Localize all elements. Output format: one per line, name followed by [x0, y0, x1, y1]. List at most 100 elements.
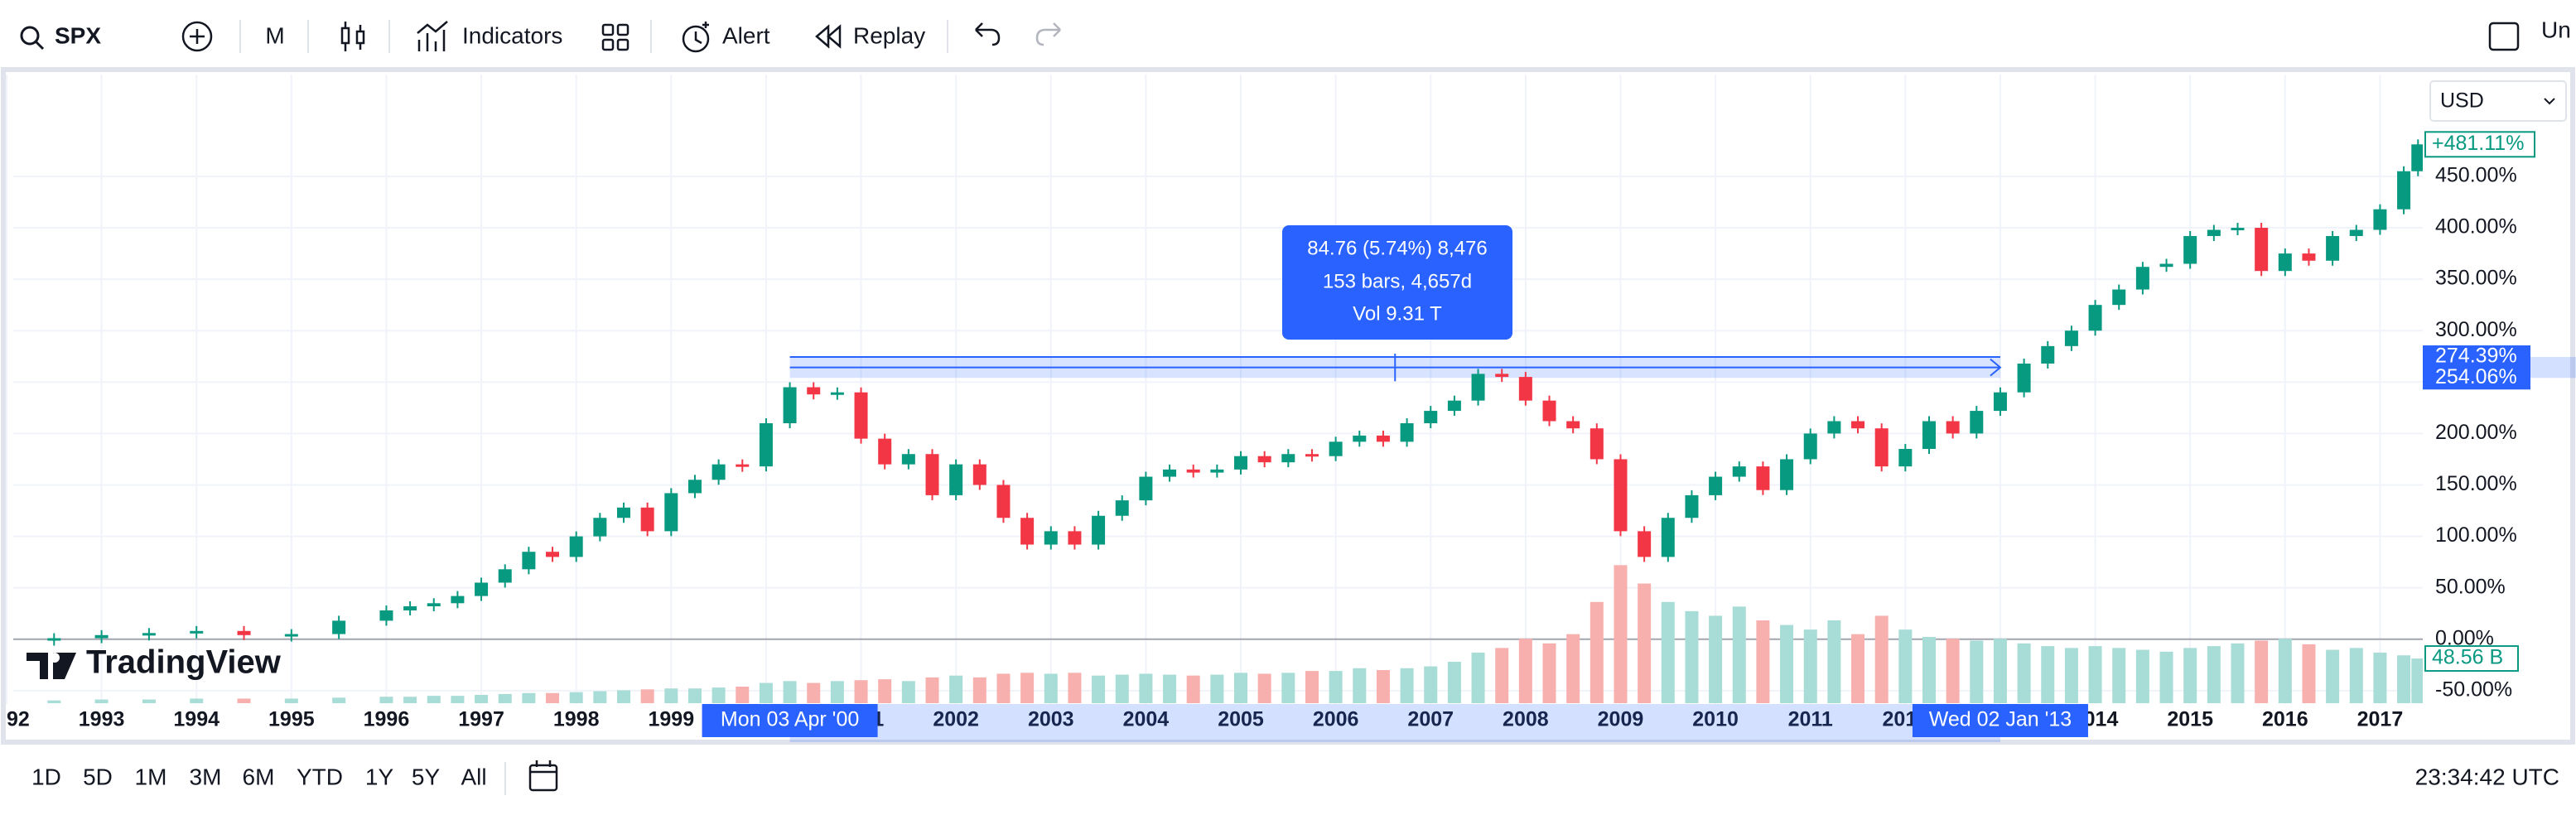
range-button[interactable]: YTD: [297, 764, 343, 789]
x-tick-label: 1998: [553, 708, 600, 731]
range-button[interactable]: 5D: [83, 764, 113, 789]
range-button[interactable]: 3M: [190, 764, 222, 789]
candle-body: [1946, 421, 1960, 434]
candle-body: [1044, 531, 1058, 545]
volume-bar: [878, 679, 892, 703]
range-button[interactable]: 1Y: [365, 764, 394, 789]
cut-label[interactable]: Un: [2541, 17, 2571, 42]
volume-bar: [1661, 601, 1675, 703]
volume-bar: [1329, 671, 1343, 703]
volume-bar: [2041, 646, 2055, 703]
volume-bar: [2159, 651, 2173, 703]
y-tick-label: 150.00%: [2435, 472, 2517, 495]
redo-button[interactable]: [1035, 22, 1061, 46]
volume-bar: [2017, 643, 2031, 703]
range-button[interactable]: 1D: [31, 764, 61, 789]
logo-icon: [50, 653, 60, 663]
y-tick-label: 350.00%: [2435, 267, 2517, 290]
candle-body: [1186, 469, 1200, 473]
chart-type-button[interactable]: [340, 22, 365, 51]
indicators-icon[interactable]: [417, 21, 448, 51]
candle-body: [972, 464, 987, 485]
time-axis-highlight: [702, 704, 878, 737]
candle-body: [427, 603, 441, 607]
range-button[interactable]: 6M: [243, 764, 275, 789]
compare-button[interactable]: [181, 21, 213, 52]
dropdown-caret: [2544, 98, 2555, 105]
range-button[interactable]: All: [461, 764, 486, 789]
candle-body: [807, 387, 821, 395]
x-tick-label: 1996: [364, 708, 410, 731]
undo-button[interactable]: [975, 22, 1001, 46]
volume-bar: [854, 680, 868, 703]
volume-bar: [47, 700, 61, 703]
interval[interactable]: M: [265, 22, 284, 48]
currency-dropdown[interactable]: [2429, 80, 2567, 122]
candle-body: [854, 392, 868, 439]
candle-body: [522, 552, 536, 570]
candle-body: [736, 464, 750, 467]
candle-body: [379, 610, 393, 621]
layouts-button[interactable]: [601, 23, 630, 51]
chart-frame: [1, 67, 2575, 745]
candle-body: [1400, 422, 1414, 442]
range-button[interactable]: 5Y: [412, 764, 441, 789]
volume-bar: [1400, 668, 1414, 703]
alert-button[interactable]: Alert: [722, 22, 770, 48]
plot: [47, 139, 2423, 703]
volume-bar: [1827, 620, 1841, 703]
volume-bar: [1874, 615, 1889, 703]
candle-body: [1163, 469, 1177, 477]
indicators-button[interactable]: Indicators: [462, 22, 562, 48]
symbol[interactable]: SPX: [55, 22, 101, 48]
search-icon[interactable]: [20, 26, 40, 46]
volume-bar: [2255, 640, 2269, 703]
currency[interactable]: USD: [2440, 89, 2484, 113]
x-tick-label: 1995: [268, 708, 315, 731]
candle-body: [2183, 235, 2197, 264]
y-tick-label: 450.00%: [2435, 164, 2517, 187]
candle-body: [1447, 400, 1461, 412]
y-tick-label: 50.00%: [2435, 575, 2506, 598]
volume-bar: [1946, 639, 1960, 703]
price-axis-highlight-label: 254.06%: [2435, 365, 2517, 388]
candle-body: [1518, 377, 1532, 401]
volume-bar: [1234, 673, 1248, 703]
candle-body: [1068, 531, 1082, 545]
candle-body: [1638, 531, 1652, 557]
candle-body: [2159, 263, 2173, 268]
volume-bar: [1353, 668, 1367, 703]
x-tick-label: 2006: [1313, 708, 1359, 731]
range-button[interactable]: 1M: [135, 764, 167, 789]
candle-body: [1542, 400, 1556, 422]
volume-bar: [1210, 674, 1224, 703]
logo-icon: [27, 653, 76, 679]
volume-bar: [1163, 674, 1177, 703]
volume-bar: [1780, 625, 1794, 703]
alert-icon: [694, 22, 709, 45]
volume-bar: [640, 689, 654, 703]
candle-body: [237, 630, 251, 635]
measure-line: 153 bars, 4,657d: [1323, 270, 1472, 292]
candle-body: [1376, 435, 1390, 442]
candle-body: [664, 493, 678, 532]
volume-bar: [1566, 634, 1580, 703]
replay-icon[interactable]: [815, 24, 842, 49]
replay-button[interactable]: Replay: [853, 22, 925, 48]
x-tick-label: 2003: [1028, 708, 1074, 731]
volume-bar: [1068, 673, 1082, 703]
goto-date-button[interactable]: [528, 764, 558, 792]
candle-body: [878, 438, 892, 465]
volume-bar: [1186, 675, 1200, 703]
alert-icon[interactable]: [682, 25, 710, 53]
top-toolbar: SPX M Indicators Alert Replay Un: [20, 17, 2571, 53]
fullscreen-button[interactable]: [2488, 22, 2520, 51]
candle-body: [1257, 456, 1271, 463]
candle-body: [2231, 228, 2245, 231]
search-icon: [34, 40, 45, 51]
volume-bar: [1589, 601, 1604, 703]
measure-arrowhead: [1990, 358, 2002, 377]
candle-body: [640, 507, 654, 532]
candle-body: [1922, 421, 1936, 450]
